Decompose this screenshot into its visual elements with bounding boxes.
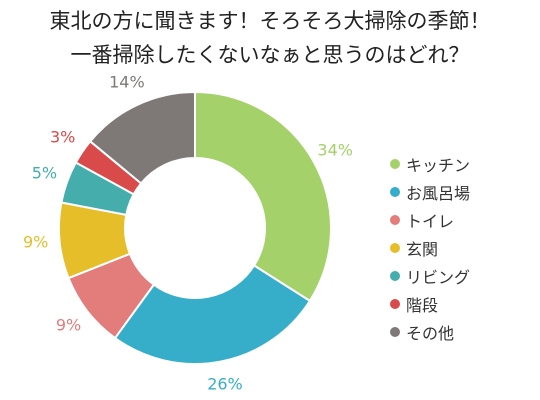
legend-label: リビング	[406, 268, 471, 287]
slice-value-label-2: 26%	[207, 375, 243, 394]
legend-label: お風呂場	[406, 184, 471, 203]
slice-value-label-6: 3%	[50, 128, 75, 147]
chart-title-line-1: 東北の方に聞きます！そろそろ大掃除の季節！	[49, 9, 491, 33]
legend-label: キッチン	[406, 156, 471, 175]
legend-item-1: キッチン	[390, 150, 470, 178]
legend-item-4: 玄関	[390, 234, 470, 262]
slice-value-label-5: 5%	[32, 163, 57, 182]
legend-item-7: その他	[390, 318, 470, 346]
legend-label: 玄関	[406, 240, 439, 259]
legend-item-3: トイレ	[390, 206, 470, 234]
legend-label: 階段	[406, 296, 439, 315]
chart-title: 東北の方に聞きます！そろそろ大掃除の季節！ 一番掃除したくないなぁと思うのはどれ…	[0, 4, 540, 72]
legend-item-5: リビング	[390, 262, 470, 290]
legend-swatch-icon	[390, 187, 400, 197]
legend-swatch-icon	[390, 215, 400, 225]
legend-swatch-icon	[390, 243, 400, 253]
legend-item-2: お風呂場	[390, 178, 470, 206]
donut-slices	[58, 90, 332, 365]
slice-value-label-1: 34%	[317, 140, 353, 159]
legend-swatch-icon	[390, 299, 400, 309]
slice-2	[113, 264, 312, 365]
legend-swatch-icon	[390, 327, 400, 337]
legend-item-6: 階段	[390, 290, 470, 318]
donut-value-labels: 34% 26% 9% 9% 5% 3% 14%	[23, 73, 353, 394]
legend-swatch-icon	[390, 271, 400, 281]
slice-1	[194, 90, 332, 303]
legend-label: その他	[406, 324, 455, 343]
chart-title-line-2: 一番掃除したくないなぁと思うのはどれ？	[70, 43, 470, 67]
slice-value-label-4: 9%	[23, 233, 48, 252]
chart-legend: キッチンお風呂場トイレ玄関リビング階段その他	[390, 150, 470, 346]
slice-value-label-7: 14%	[109, 73, 145, 92]
slice-7	[88, 90, 196, 185]
legend-label: トイレ	[406, 212, 455, 231]
legend-swatch-icon	[390, 159, 400, 169]
slice-value-label-3: 9%	[56, 316, 81, 335]
